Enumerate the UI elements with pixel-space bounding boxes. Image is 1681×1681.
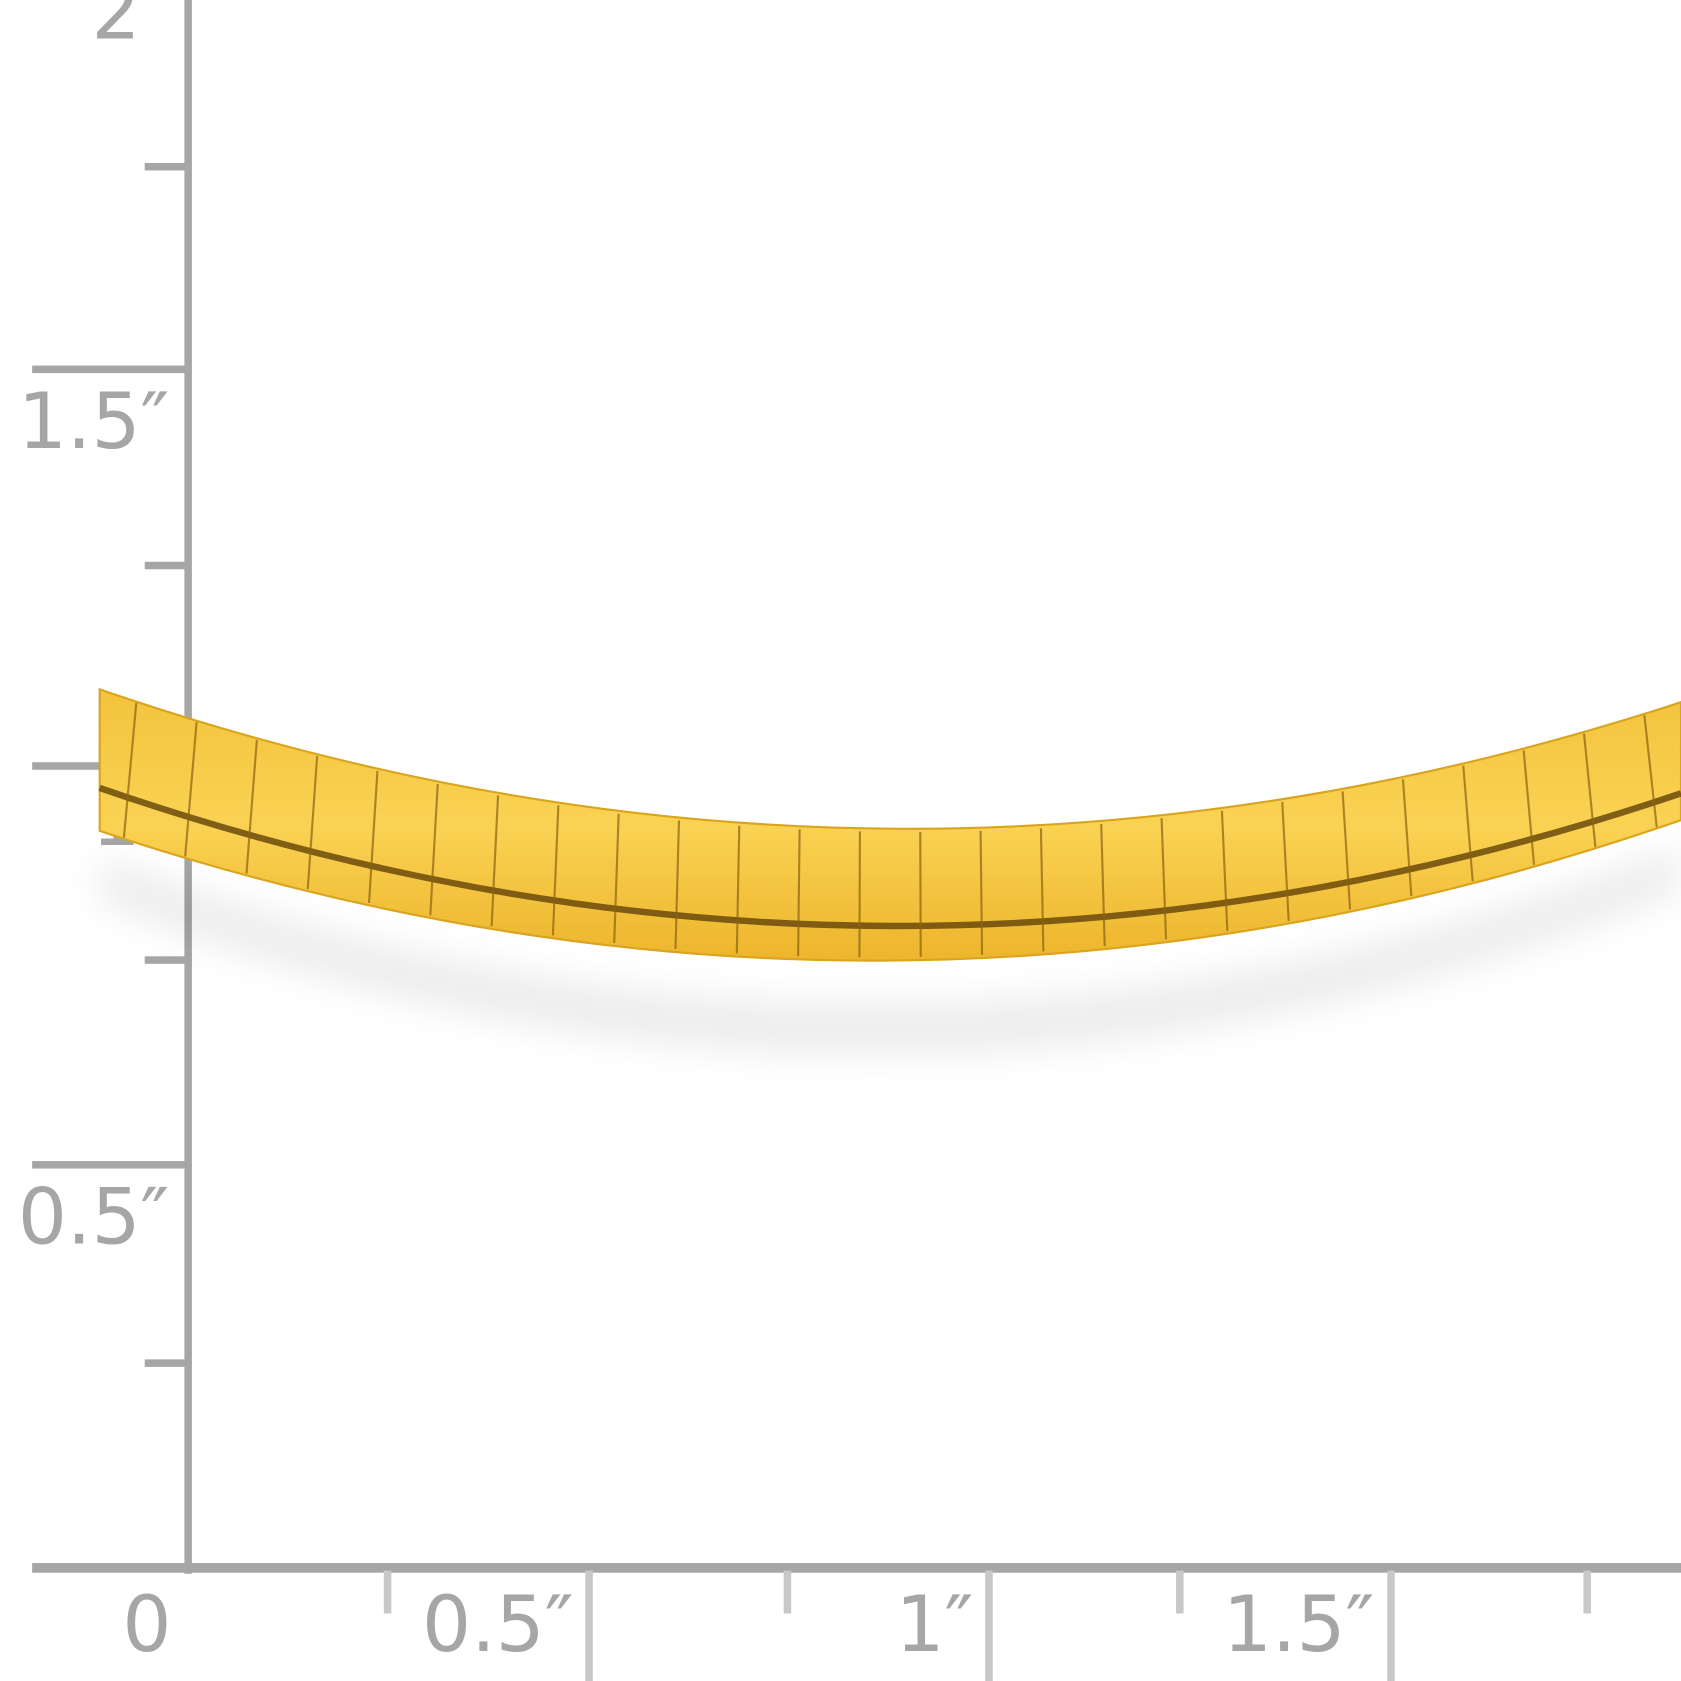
minor-tick: [144, 561, 188, 570]
minor-tick: [383, 1570, 392, 1614]
necklace-segment-line: [1522, 750, 1536, 866]
h-label-1: 1″: [895, 1580, 973, 1670]
necklace-segment-line: [1281, 801, 1290, 921]
necklace-segment-line: [1160, 818, 1168, 940]
minor-tick: [144, 1359, 188, 1367]
major-tick: [32, 1161, 188, 1169]
necklace-shadow: [99, 846, 1681, 1054]
necklace-segment-line: [1582, 733, 1597, 848]
necklace: [98, 687, 1681, 1054]
necklace-segment-line: [1039, 828, 1045, 952]
minor-tick: [783, 1570, 792, 1614]
necklace-segment-line: [245, 739, 258, 874]
major-tick: [585, 1570, 593, 1681]
v-label-2: 2″: [91, 0, 169, 58]
h-label-1-5: 1.5″: [1223, 1580, 1375, 1670]
necklace-segment-line: [1401, 779, 1413, 897]
major-tick: [1387, 1570, 1395, 1681]
necklace-segment-line: [613, 813, 620, 944]
necklace-groove: [98, 784, 1681, 930]
major-tick: [985, 1570, 993, 1681]
minor-tick: [144, 956, 188, 964]
necklace-segment-line: [367, 770, 379, 904]
necklace-segment-line: [122, 702, 138, 838]
necklace-segment-line: [1220, 810, 1229, 931]
necklace-segment-line: [184, 722, 198, 857]
necklace-segment-line: [735, 825, 741, 954]
necklace-segment-line: [1643, 715, 1658, 828]
necklace-band: [98, 687, 1681, 962]
necklace-segment-line: [306, 756, 319, 890]
v-label-0-5: 0.5″: [18, 1173, 170, 1263]
h-label-0: 0: [122, 1580, 171, 1670]
necklace-segment-line: [674, 820, 681, 950]
necklace-segment-line: [1462, 765, 1474, 882]
h-label-0-5: 0.5″: [422, 1580, 574, 1670]
horizontal-axis-line: [32, 1563, 1681, 1573]
necklace-segment-line: [979, 830, 984, 955]
necklace-segment-line: [1341, 791, 1352, 910]
minor-tick: [144, 162, 188, 171]
minor-tick: [1176, 1570, 1184, 1614]
necklace-segment-line: [429, 783, 439, 916]
necklace-segment-line: [551, 805, 560, 936]
v-label-1-5: 1.5″: [18, 377, 170, 467]
necklace-segment-line: [490, 795, 500, 927]
minor-tick: [1583, 1570, 1591, 1614]
necklace-segment-line: [797, 829, 801, 957]
major-tick: [32, 365, 188, 374]
necklace-segment-line: [1100, 823, 1106, 947]
